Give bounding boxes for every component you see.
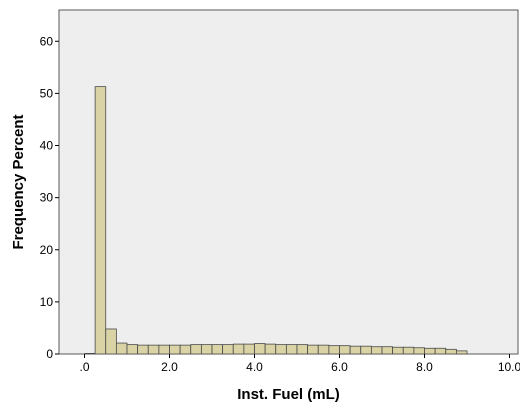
histogram-bar (94, 86, 107, 355)
histogram-bar (105, 328, 117, 355)
histogram-bar (264, 343, 277, 355)
histogram-bar (200, 344, 213, 355)
histogram-bar (413, 347, 425, 355)
x-axis: .0 2.0 4.0 6.0 8.0 10.0 (79, 354, 520, 374)
histogram-bar (285, 344, 298, 355)
y-axis: 0 10 20 30 40 50 60 (40, 34, 59, 361)
histogram-bar (147, 344, 160, 355)
histogram-bar (339, 345, 351, 355)
histogram-bar (328, 345, 340, 355)
histogram-bar (402, 346, 415, 355)
y-tick-label: 10 (40, 295, 54, 309)
x-axis-title: Inst. Fuel (mL) (237, 386, 340, 403)
histogram-bar (434, 347, 447, 355)
x-tick-label: 8.0 (416, 360, 433, 374)
histogram-bar (455, 350, 468, 355)
bars-group (84, 86, 468, 355)
x-tick-label: 2.0 (161, 360, 178, 374)
y-tick-label: 40 (40, 139, 54, 153)
histogram-bar (190, 344, 202, 355)
histogram-bar (392, 346, 404, 355)
histogram-bar (317, 344, 330, 355)
histogram-bar (158, 344, 170, 355)
y-tick-label: 20 (40, 243, 54, 257)
histogram-bar (126, 344, 139, 355)
histogram-bar (349, 345, 362, 355)
histogram-bar (381, 346, 394, 355)
histogram-bar (211, 344, 224, 355)
x-tick-label: 10.0 (498, 360, 520, 374)
x-tick-label: 4.0 (246, 360, 263, 374)
histogram-bar (424, 347, 436, 355)
y-tick-label: 0 (46, 347, 53, 361)
histogram-bar (243, 343, 255, 355)
y-tick-label: 50 (40, 86, 54, 100)
histogram-bar (179, 344, 192, 355)
histogram-bar (275, 344, 287, 355)
histogram-bar (169, 344, 181, 355)
x-tick-label: .0 (79, 360, 89, 374)
histogram-bar (307, 344, 319, 355)
y-tick-label: 30 (40, 191, 54, 205)
histogram-bar (445, 348, 457, 355)
histogram-bar (137, 344, 149, 355)
histogram-bar (232, 343, 245, 355)
plot-area (58, 9, 519, 355)
y-tick-label: 60 (40, 34, 54, 48)
histogram-bar (254, 343, 266, 355)
histogram-bar (370, 346, 383, 355)
histogram-bar (222, 344, 234, 355)
y-axis-title: Frequency Percent (10, 114, 27, 249)
histogram-bar (296, 344, 309, 355)
x-tick-label: 6.0 (331, 360, 348, 374)
histogram-bar (115, 342, 128, 355)
histogram-bar (360, 345, 372, 355)
